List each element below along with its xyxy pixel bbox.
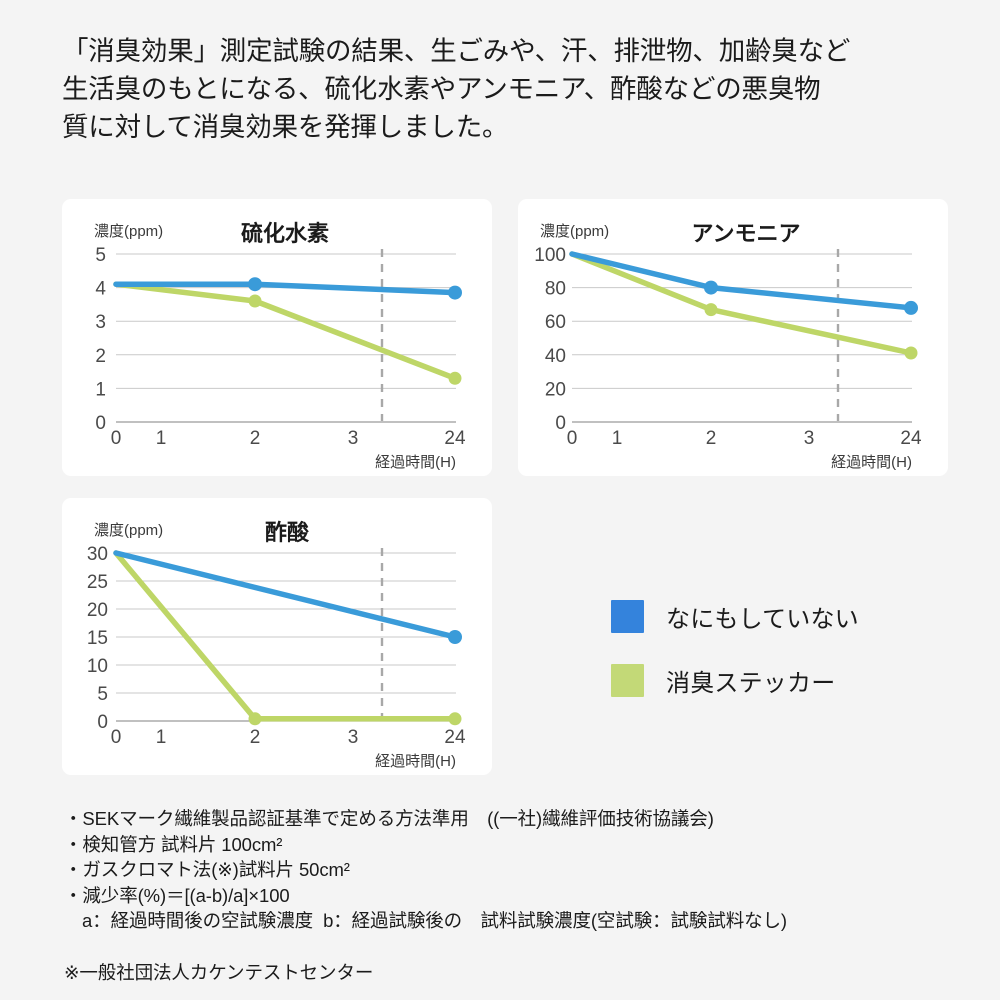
x-tick-label: 1	[156, 727, 167, 748]
y-tick-label: 0	[95, 413, 106, 434]
y-tick-label: 10	[87, 656, 108, 677]
y-tick-label: 20	[87, 600, 108, 621]
series-line-untreated	[569, 251, 914, 311]
footnote-line-formula-legend: a：経過時間後の空試験濃度 b：経過試験後の 試料試験濃度(空試験：試験試料なし…	[82, 910, 787, 931]
x-tick-label: 1	[612, 428, 623, 449]
footnote-line-standard: ・SEKマーク繊維製品認証基準で定める方法準用 ((一社)繊維評価技術協議会)	[64, 808, 714, 829]
x-tick-label: 0	[111, 428, 122, 449]
x-tick-label: 3	[348, 428, 359, 449]
y-tick-label: 5	[95, 245, 106, 266]
x-tick-label: 2	[250, 727, 261, 748]
y-tick-label: 2	[95, 346, 106, 367]
chart-card-ammonia: 濃度(ppm) アンモニア 100 80 60 40 20 0 0 1 2	[518, 199, 948, 476]
footnotes: ・SEKマーク繊維製品認証基準で定める方法準用 ((一社)繊維評価技術協議会) …	[64, 806, 964, 985]
data-point-marker	[248, 277, 262, 292]
x-axis-label: 経過時間(H)	[831, 454, 912, 471]
chart-title: アンモニア	[691, 221, 800, 246]
x-tick-label: 24	[444, 727, 466, 748]
x-tick-label: 3	[348, 727, 359, 748]
chart-title: 硫化水素	[241, 221, 329, 246]
x-axis-label: 経過時間(H)	[375, 454, 456, 471]
data-point-marker	[448, 371, 462, 385]
intro-paragraph: 「消臭効果」測定試験の結果、生ごみや、汗、排泄物、加齢臭など 生活臭のもとになる…	[62, 36, 851, 142]
chart-card-acetic-acid: 濃度(ppm) 酢酸 30 25 20 15 10 5 0 0 1 2	[62, 498, 492, 775]
data-point-marker	[904, 300, 918, 315]
data-point-marker	[704, 303, 718, 317]
legend-label-untreated: なにもしていない	[666, 605, 859, 633]
chart-ammonia: 濃度(ppm) アンモニア 100 80 60 40 20 0 0 1 2	[534, 221, 922, 471]
chart-hydrogen-sulfide: 濃度(ppm) 硫化水素 5 4 3 2 1 0	[94, 221, 466, 471]
y-tick-label: 15	[87, 628, 108, 649]
y-tick-label: 1	[95, 379, 106, 400]
x-tick-label: 24	[444, 428, 466, 449]
x-tick-label: 2	[706, 428, 717, 449]
series-line-untreated	[113, 550, 458, 640]
legend-item-untreated: なにもしていない	[611, 592, 941, 640]
chart-legend: なにもしていない 消臭ステッカー	[611, 592, 941, 720]
y-axis-unit-label: 濃度(ppm)	[94, 223, 163, 240]
data-point-marker	[448, 712, 462, 726]
chart-acetic-acid: 濃度(ppm) 酢酸 30 25 20 15 10 5 0 0 1 2	[87, 520, 466, 770]
legend-swatch-green-icon	[611, 663, 644, 697]
x-tick-label: 24	[900, 428, 922, 449]
x-tick-label: 0	[567, 428, 578, 449]
y-tick-label: 80	[545, 279, 566, 300]
y-tick-label: 3	[95, 312, 106, 333]
y-tick-label: 0	[555, 413, 566, 434]
y-tick-label: 5	[97, 684, 108, 705]
x-tick-label: 3	[804, 428, 815, 449]
legend-item-deodorant-sticker: 消臭ステッカー	[611, 656, 941, 704]
y-axis-unit-label: 濃度(ppm)	[94, 522, 163, 539]
chart-card-hydrogen-sulfide: 濃度(ppm) 硫化水素 5 4 3 2 1 0	[62, 199, 492, 476]
data-point-marker	[448, 630, 462, 644]
x-tick-label: 1	[156, 428, 167, 449]
y-tick-label: 0	[97, 712, 108, 733]
data-point-marker	[704, 280, 718, 295]
data-point-marker	[248, 712, 262, 726]
footnote-source: ※一般社団法人カケンテストセンター	[64, 961, 374, 983]
data-point-marker	[904, 346, 918, 360]
footnote-line-detector-tube: ・検知管方 試料片 100cm²	[64, 833, 283, 855]
footnote-line-gas-chromatography: ・ガスクロマト法(※)試料片 50cm²	[64, 859, 350, 880]
chart-title: 酢酸	[265, 520, 310, 545]
legend-swatch-blue-icon	[611, 599, 644, 633]
series-line-deodorant-sticker	[113, 281, 458, 382]
x-axis-label: 経過時間(H)	[375, 753, 456, 770]
x-tick-label: 2	[250, 428, 261, 449]
y-axis-unit-label: 濃度(ppm)	[540, 223, 609, 240]
data-point-marker	[248, 294, 262, 308]
series-line-deodorant-sticker	[113, 550, 458, 722]
y-tick-label: 60	[545, 312, 566, 333]
y-tick-label: 100	[534, 245, 566, 266]
y-tick-label: 30	[87, 544, 108, 565]
footnote-line-reduction-formula: ・減少率(%)＝[(a-b)/a]×100	[64, 884, 290, 906]
y-tick-label: 20	[545, 379, 566, 400]
x-tick-label: 0	[111, 727, 122, 748]
y-tick-label: 4	[95, 279, 106, 300]
data-point-marker	[448, 285, 462, 300]
y-tick-label: 25	[87, 572, 108, 593]
y-tick-label: 40	[545, 346, 566, 367]
legend-label-deodorant-sticker: 消臭ステッカー	[666, 669, 836, 697]
